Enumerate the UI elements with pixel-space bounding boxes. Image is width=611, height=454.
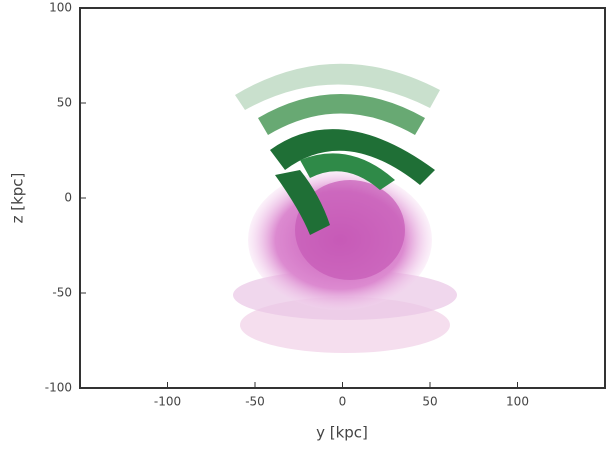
pink-core	[295, 180, 405, 280]
x-tick-label: -100	[154, 395, 181, 409]
green-arc	[270, 129, 435, 185]
x-tick-label: 50	[422, 395, 437, 409]
y-tick-label: 0	[64, 191, 72, 205]
y-tick-label: 100	[49, 1, 72, 15]
green-arc	[300, 153, 395, 190]
x-axis-label: y [kpc]	[316, 424, 368, 442]
x-tick-label: -50	[245, 395, 265, 409]
image-layer	[233, 63, 457, 353]
y-tick-label: -50	[52, 286, 72, 300]
y-tick-label: -100	[45, 381, 72, 395]
y-tick-label: 50	[57, 96, 72, 110]
x-tick-label: 100	[506, 395, 529, 409]
x-tick-label: 0	[339, 395, 347, 409]
green-arc	[235, 63, 440, 110]
y-axis-label: z [kpc]	[9, 173, 27, 224]
green-arc	[258, 94, 425, 135]
green-arc	[275, 170, 330, 235]
